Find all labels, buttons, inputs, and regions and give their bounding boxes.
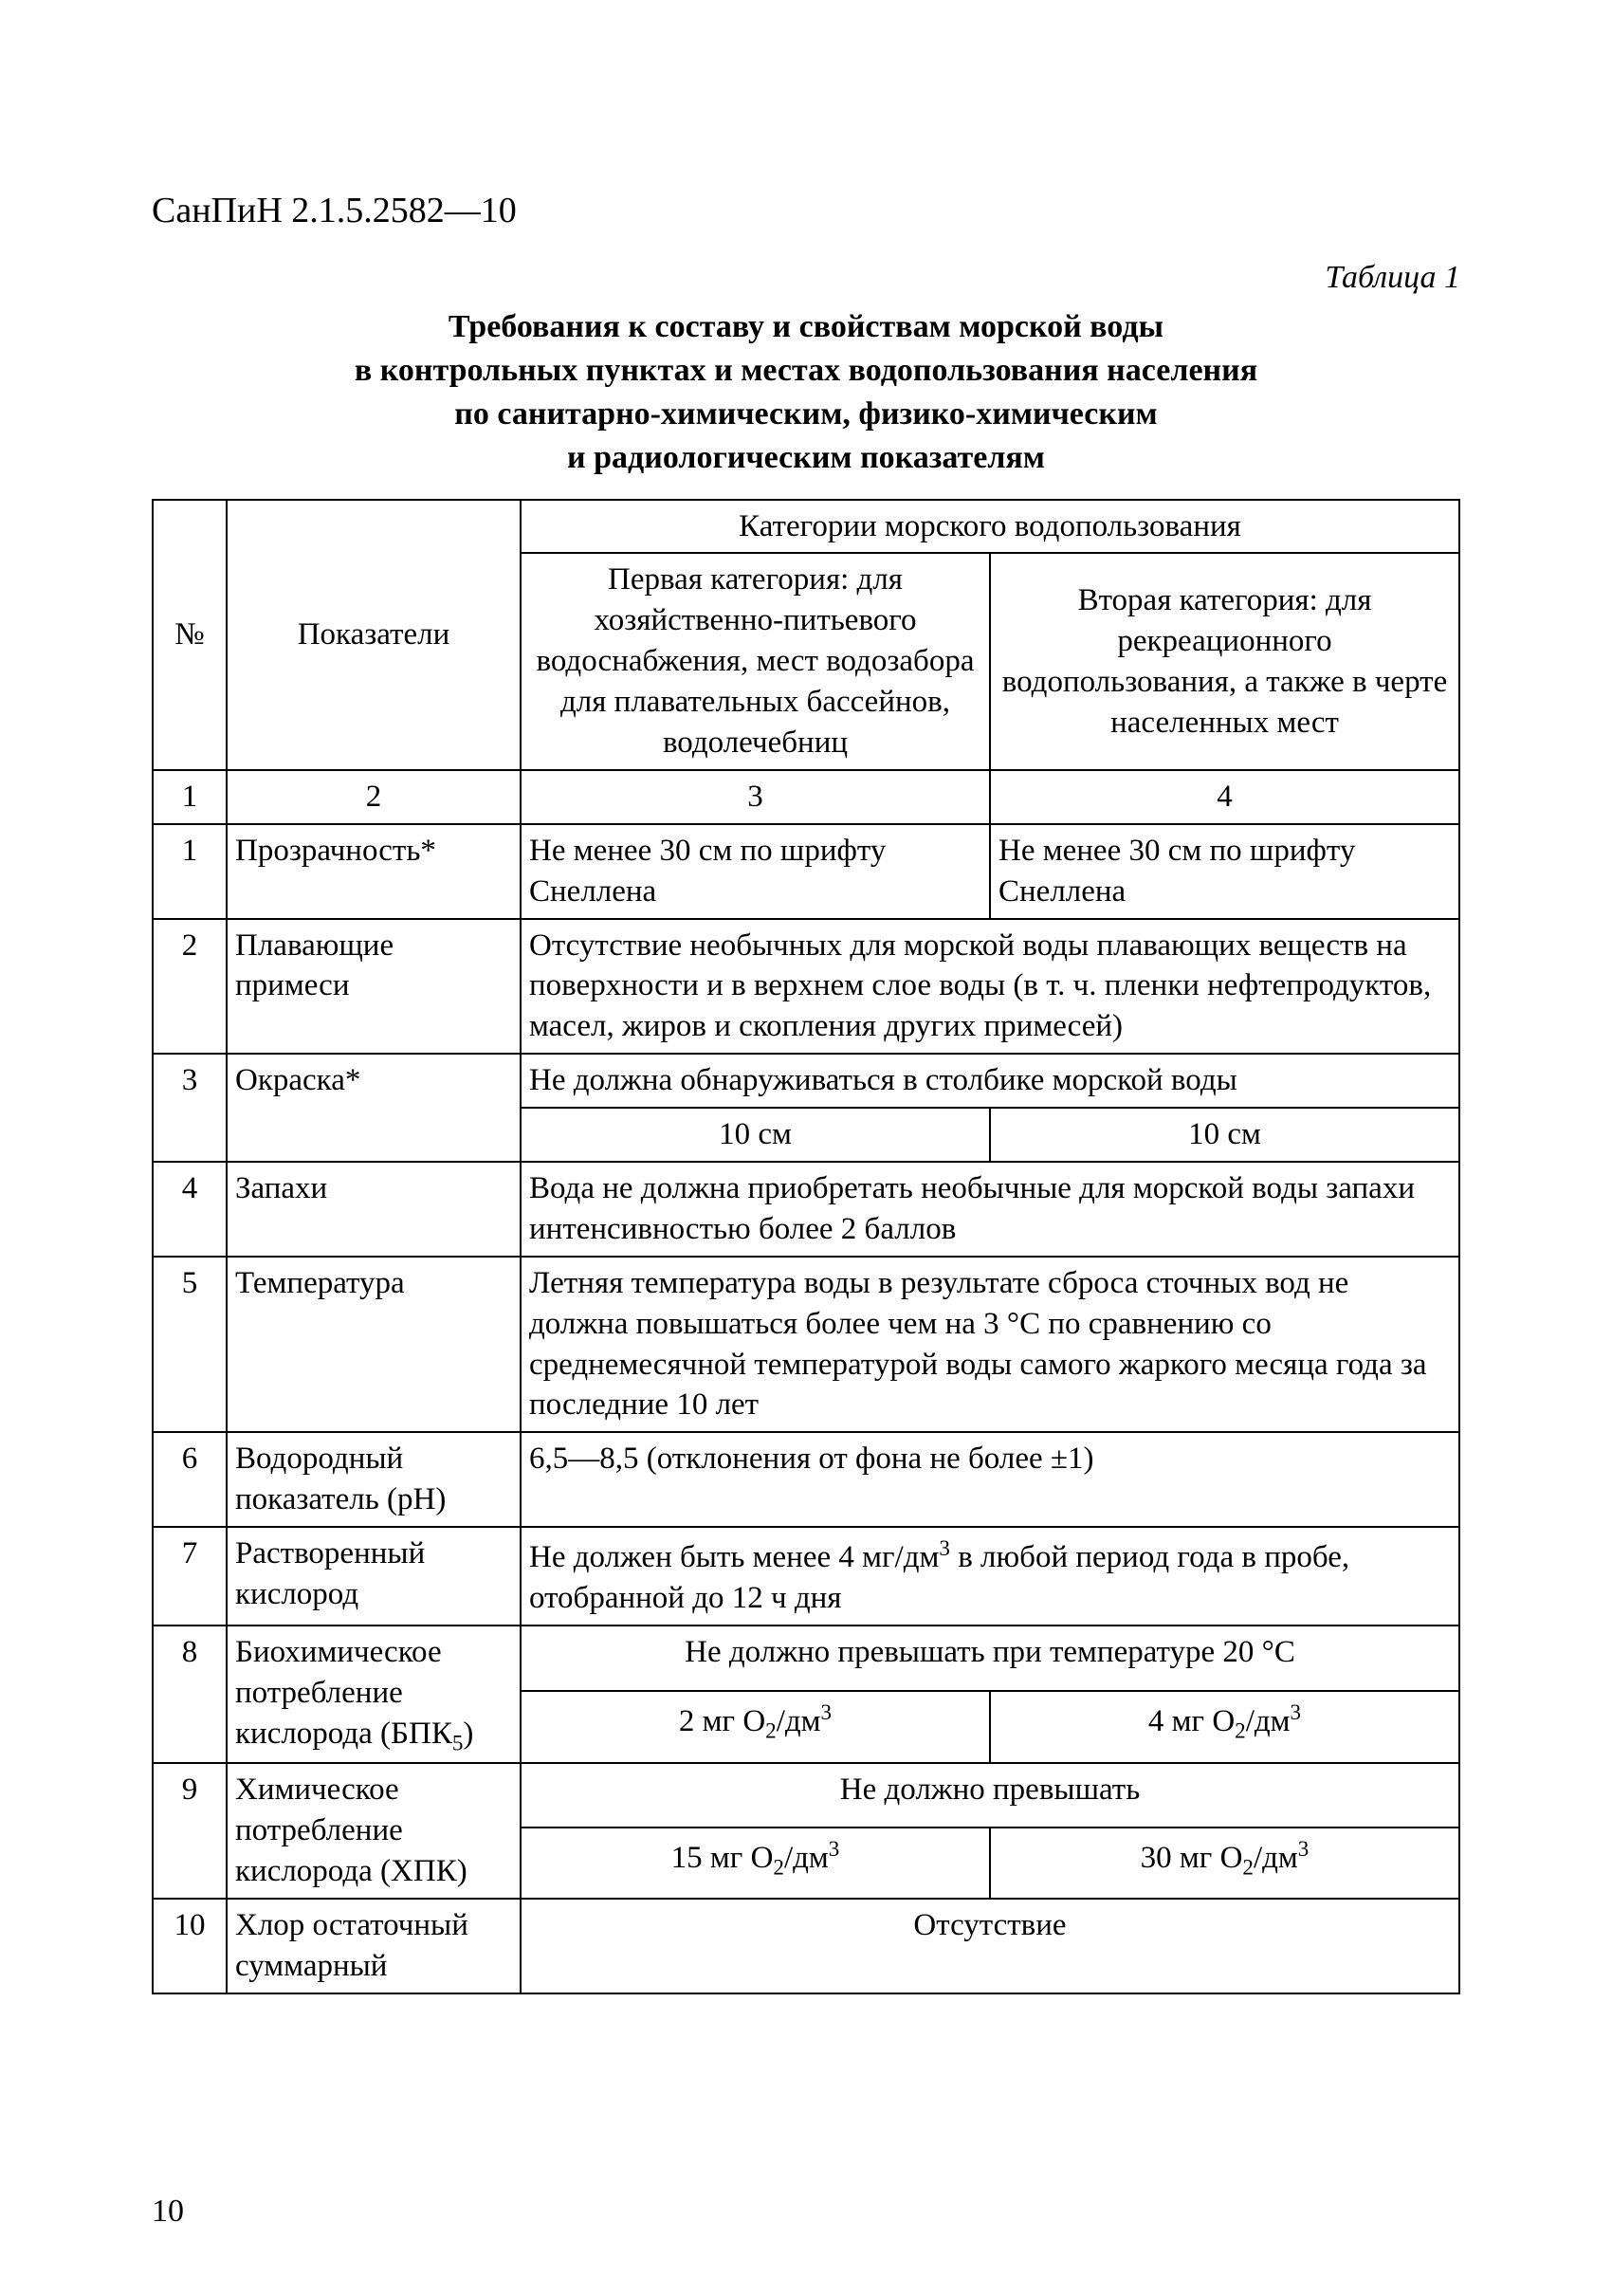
table-row: 8 Биохимическое потребление кислорода (Б… — [153, 1626, 1459, 1691]
table-row: 1 Прозрачность* Не менее 30 см по шрифту… — [153, 824, 1459, 919]
table-row: 4 Запахи Вода не должна приобретать необ… — [153, 1162, 1459, 1257]
row-num: 6 — [153, 1432, 227, 1527]
title-line: Требования к составу и свойствам морской… — [449, 309, 1163, 344]
row-indicator: Температура — [227, 1257, 521, 1433]
row-indicator: Прозрачность* — [227, 824, 521, 919]
table-row: 2 Плавающие примеси Отсутствие необычных… — [153, 919, 1459, 1055]
row-merged: Летняя температура воды в результате сбр… — [521, 1257, 1459, 1433]
colnum: 4 — [990, 770, 1459, 824]
table-row: 5 Температура Летняя температура воды в … — [153, 1257, 1459, 1433]
row-indicator: Хлор остаточный суммарный — [227, 1899, 521, 1993]
row-merged: Отсутствие необычных для морской воды пл… — [521, 919, 1459, 1055]
row-indicator: Биохимическое потребление кислорода (БПК… — [227, 1626, 521, 1763]
header-num: № — [153, 500, 227, 770]
row-num: 5 — [153, 1257, 227, 1433]
row-num: 4 — [153, 1162, 227, 1257]
table-row: 3 Окраска* Не должна обнаруживаться в ст… — [153, 1054, 1459, 1108]
row-indicator: Плавающие примеси — [227, 919, 521, 1055]
page-number: 10 — [152, 2194, 184, 2230]
row-merged: 6,5—8,5 (отклонения от фона не более ±1) — [521, 1432, 1459, 1527]
row-merged-top: Не должна обнаруживаться в столбике морс… — [521, 1054, 1459, 1108]
document-page: СанПиН 2.1.5.2582—10 Таблица 1 Требовани… — [0, 0, 1612, 2296]
requirements-table: № Показатели Категории морского водополь… — [152, 499, 1460, 1994]
table-title: Требования к составу и свойствам морской… — [152, 305, 1460, 480]
title-line: по санитарно-химическим, физико-химическ… — [454, 396, 1157, 432]
table-row: 7 Растворенный кислород Не должен быть м… — [153, 1527, 1459, 1626]
row-merged: Вода не должна приобретать необычные для… — [521, 1162, 1459, 1257]
header-cat2: Вторая категория: для рекреационного вод… — [990, 553, 1459, 769]
row-merged: Отсутствие — [521, 1899, 1459, 1993]
colnum: 2 — [227, 770, 521, 824]
row-num: 9 — [153, 1763, 227, 1899]
row-indicator: Химическое потребление кислорода (ХПК) — [227, 1763, 521, 1899]
title-line: и радиологическим показателям — [567, 440, 1045, 475]
row-cat2: 4 мг O2/дм3 — [990, 1691, 1459, 1764]
row-indicator: Запахи — [227, 1162, 521, 1257]
row-num: 8 — [153, 1626, 227, 1763]
colnum: 3 — [521, 770, 990, 824]
row-cat1: Не менее 30 см по шрифту Снеллена — [521, 824, 990, 919]
row-cat1: 15 мг O2/дм3 — [521, 1828, 990, 1899]
title-line: в контрольных пунктах и местах водопольз… — [355, 353, 1257, 388]
row-num: 3 — [153, 1054, 227, 1162]
row-cat2: Не менее 30 см по шрифту Снеллена — [990, 824, 1459, 919]
row-num: 7 — [153, 1527, 227, 1626]
row-cat1: 10 см — [521, 1108, 990, 1162]
row-num: 10 — [153, 1899, 227, 1993]
row-merged-top: Не должно превышать при температуре 20 °… — [521, 1626, 1459, 1691]
table-row: 6 Водородный показатель (pH) 6,5—8,5 (от… — [153, 1432, 1459, 1527]
row-num: 2 — [153, 919, 227, 1055]
row-num: 1 — [153, 824, 227, 919]
row-merged: Не должен быть менее 4 мг/дм3 в любой пе… — [521, 1527, 1459, 1626]
colnum: 1 — [153, 770, 227, 824]
row-merged-top: Не должно превышать — [521, 1763, 1459, 1827]
row-cat2: 30 мг O2/дм3 — [990, 1828, 1459, 1899]
table-header-row: № Показатели Категории морского водополь… — [153, 500, 1459, 554]
table-label: Таблица 1 — [152, 260, 1460, 296]
row-cat2: 10 см — [990, 1108, 1459, 1162]
table-row: 10 Хлор остаточный суммарный Отсутствие — [153, 1899, 1459, 1993]
header-category-group: Категории морского водопользования — [521, 500, 1459, 554]
header-cat1: Первая категория: для хозяйственно-питье… — [521, 553, 990, 769]
row-cat1: 2 мг O2/дм3 — [521, 1691, 990, 1764]
row-indicator: Растворенный кислород — [227, 1527, 521, 1626]
row-indicator: Окраска* — [227, 1054, 521, 1162]
column-number-row: 1 2 3 4 — [153, 770, 1459, 824]
document-code: СанПиН 2.1.5.2582—10 — [152, 190, 1460, 231]
table-row: 9 Химическое потребление кислорода (ХПК)… — [153, 1763, 1459, 1827]
row-indicator: Водородный показатель (pH) — [227, 1432, 521, 1527]
header-indicator: Показатели — [227, 500, 521, 770]
